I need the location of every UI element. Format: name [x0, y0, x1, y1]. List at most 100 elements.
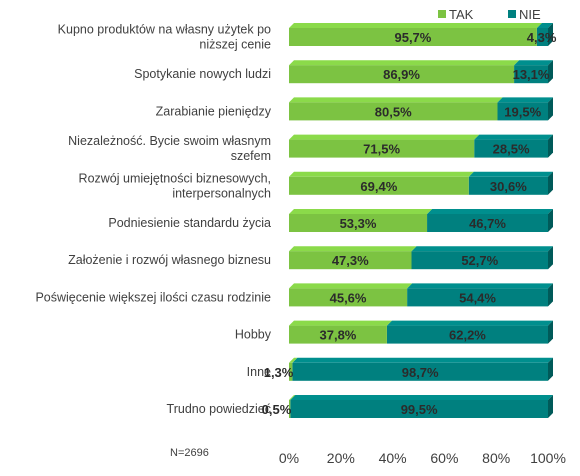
bar-side-face — [548, 357, 553, 381]
category-label-line: Niezależność. Bycie swoim własnym — [68, 134, 271, 148]
bar-nie — [290, 395, 553, 418]
bar-nie — [474, 134, 553, 158]
bar-side-face — [548, 320, 553, 344]
bar-top-face — [289, 320, 392, 326]
bar-top-face — [289, 357, 298, 363]
category-label-line: szefem — [231, 149, 271, 163]
value-label-tak: 37,8% — [320, 328, 357, 343]
bar-top-face — [289, 395, 296, 400]
legend: TAK NIE — [438, 7, 541, 22]
bar-front-face — [289, 176, 469, 195]
value-label-tak: 45,6% — [330, 290, 367, 305]
category-label-line: Poświęcenie większej ilości czasu rodzin… — [35, 290, 271, 304]
value-label-nie: 4,3% — [527, 30, 557, 45]
bar-side-face — [548, 395, 553, 418]
bar-top-face — [289, 283, 413, 289]
bar-top-face — [497, 97, 553, 103]
bar-front-face — [497, 102, 548, 121]
bar-top-face — [289, 97, 503, 103]
value-label-tak: 69,4% — [360, 179, 397, 194]
bar-front-face — [289, 214, 428, 232]
bar-front-face — [407, 288, 548, 307]
bar-nie — [536, 23, 553, 46]
value-label-nie: 99,5% — [401, 402, 438, 417]
bar-front-face — [514, 65, 548, 84]
bar-nie — [386, 320, 553, 344]
category-label: Inne — [247, 365, 271, 379]
category-label-line: Założenie i rozwój własnego biznesu — [68, 253, 271, 267]
value-label-nie: 28,5% — [493, 142, 530, 157]
category-label: Niezależność. Bycie swoim własnym szefem — [68, 134, 271, 163]
category-label-line: interpersonalnych — [172, 186, 271, 200]
bar-tak — [289, 23, 542, 46]
category-label: Hobby — [235, 328, 272, 342]
category-label-line: Podniesienie standardu życia — [108, 216, 271, 230]
bar-top-face — [290, 395, 553, 400]
bar-top-face — [427, 209, 553, 214]
category-label-line: niższej cenie — [199, 38, 271, 52]
bar-top-face — [289, 23, 542, 28]
category-label-line: Hobby — [235, 328, 272, 342]
value-label-nie: 54,4% — [459, 290, 496, 305]
category-label: Poświęcenie większej ilości czasu rodzin… — [35, 290, 271, 304]
bar-top-face — [289, 134, 480, 140]
bar-top-face — [474, 134, 553, 140]
category-label: Podniesienie standardu życia — [108, 216, 271, 230]
category-label: Zarabianie pieniędzy — [156, 104, 272, 118]
bar-nie — [497, 97, 553, 121]
bar-front-face — [289, 288, 408, 307]
category-label-line: Kupno produktów na własny użytek po — [58, 23, 271, 37]
value-label-tak: 86,9% — [383, 67, 420, 82]
bar-front-face — [411, 251, 548, 270]
bar-front-face — [292, 362, 548, 381]
bar-front-face — [536, 28, 548, 46]
bar-nie — [427, 209, 553, 232]
bar-front-face — [289, 28, 537, 46]
sample-size-note: N=2696 — [170, 447, 209, 459]
bar-front-face — [289, 400, 291, 418]
bar-side-face — [548, 23, 553, 46]
x-tick-label: 20% — [327, 450, 355, 466]
bar-top-face — [411, 246, 553, 252]
x-axis: 0% 20% 40% 60% 80% 100% — [279, 450, 566, 466]
bar-side-face — [548, 97, 553, 121]
value-label-tak: 71,5% — [363, 142, 400, 157]
category-label: Spotykanie nowych ludzi — [134, 67, 271, 81]
bar-nie — [468, 171, 553, 195]
bar-tak — [289, 357, 298, 381]
bar-side-face — [548, 60, 553, 84]
bar-front-face — [289, 139, 475, 158]
bar-front-face — [289, 251, 412, 270]
bar-tak — [289, 246, 417, 270]
bar-front-face — [289, 325, 387, 344]
bar-side-face — [548, 134, 553, 158]
bar-top-face — [289, 60, 520, 66]
bar-front-face — [468, 176, 548, 195]
bar-side-face — [548, 171, 553, 195]
value-label-tak: 47,3% — [332, 253, 369, 268]
category-labels: Kupno produktów na własny użytek po niższ… — [35, 23, 556, 418]
bar-top-face — [514, 60, 553, 66]
category-label-line: Trudno powiedzieć — [167, 402, 271, 416]
value-label-tak: 95,7% — [394, 30, 431, 45]
bars — [289, 23, 553, 418]
bar-top-face — [407, 283, 553, 289]
legend-label-tak: TAK — [449, 7, 474, 22]
x-tick-label: 100% — [530, 450, 566, 466]
x-tick-label: 0% — [279, 450, 299, 466]
bar-tak — [289, 171, 474, 195]
bar-tak — [289, 320, 392, 344]
value-label-nie: 30,6% — [490, 179, 527, 194]
value-label-nie: 19,5% — [504, 104, 541, 119]
category-label-line: Spotykanie nowych ludzi — [134, 67, 271, 81]
x-tick-label: 40% — [379, 450, 407, 466]
category-label-line: Zarabianie pieniędzy — [156, 104, 272, 118]
bar-nie — [411, 246, 553, 270]
bar-top-face — [536, 23, 553, 28]
bar-top-face — [468, 171, 553, 177]
bar-tak — [289, 60, 520, 84]
bar-front-face — [474, 139, 548, 158]
category-label: Kupno produktów na własny użytek po niższ… — [58, 23, 271, 52]
bar-front-face — [427, 214, 548, 232]
